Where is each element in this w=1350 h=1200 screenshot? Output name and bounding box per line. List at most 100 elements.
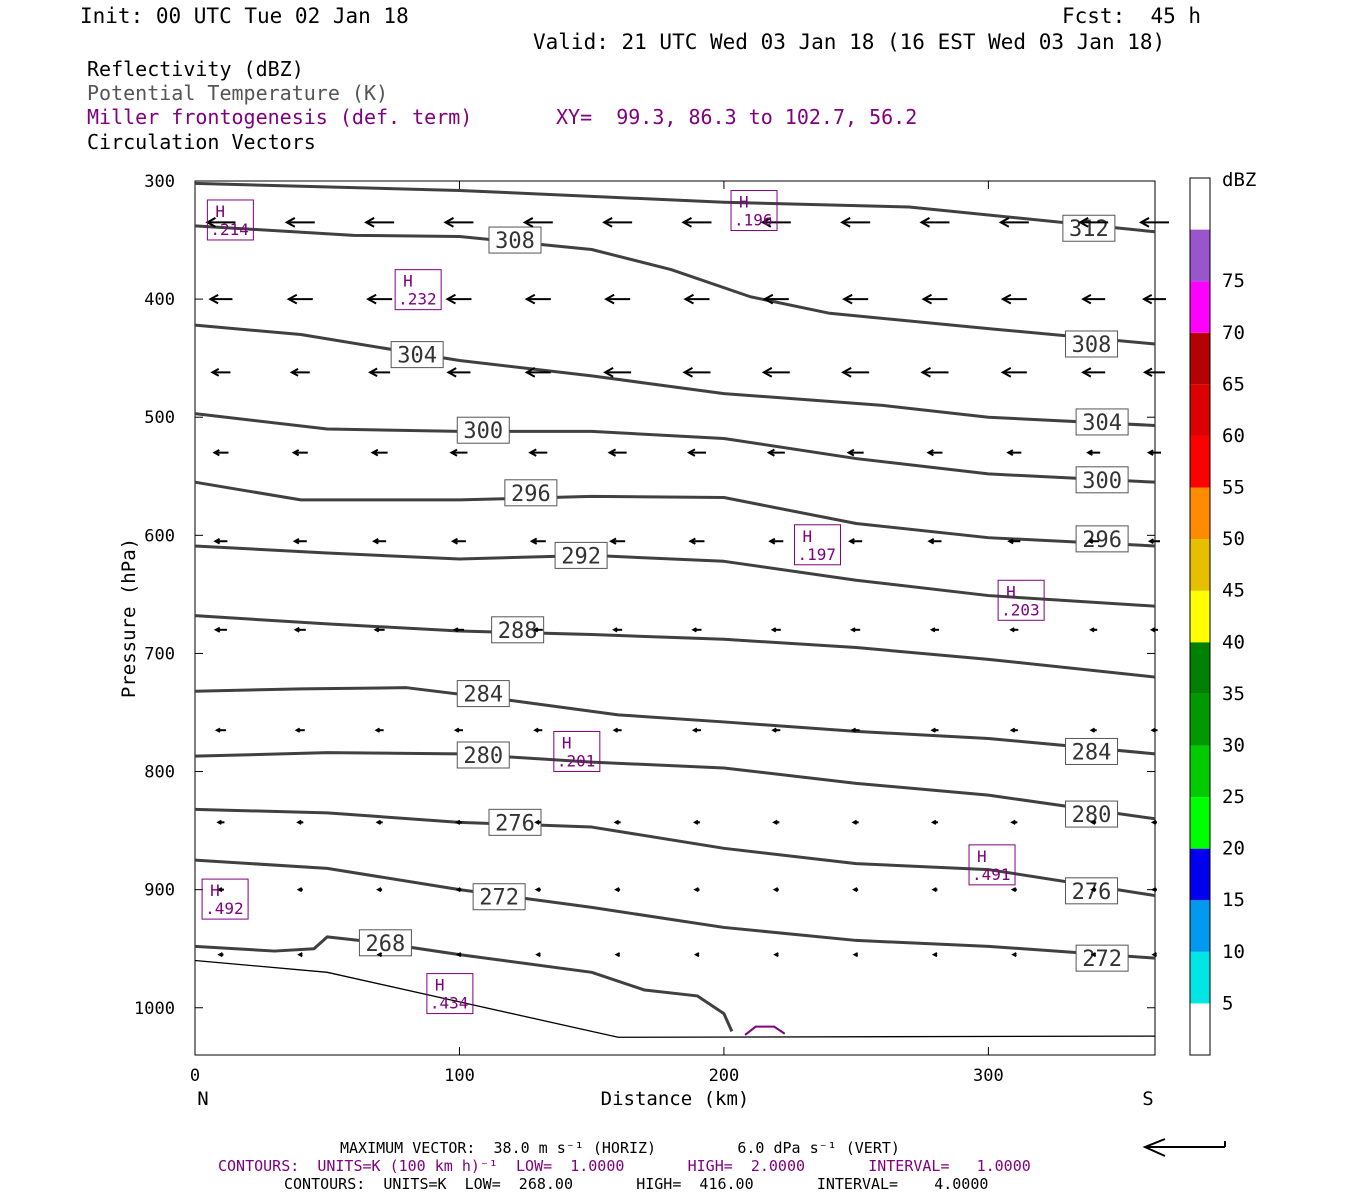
circulation-vector-head — [289, 367, 299, 377]
frontogenesis-max-box — [201, 878, 249, 920]
circulation-vector-head — [929, 627, 936, 633]
theta-label-box — [504, 479, 558, 507]
circulation-vector-head — [1007, 538, 1014, 545]
colorbar-tick-label: 35 — [1222, 683, 1245, 705]
circulation-vector-head — [771, 727, 777, 733]
theta-contour-292 — [194, 544, 1156, 608]
theta-label: 292 — [561, 544, 601, 569]
frontogenesis-max-label: H — [1006, 582, 1016, 601]
theta-label-box — [1075, 466, 1129, 494]
circulation-vector-head — [214, 727, 221, 733]
y-tick-label: 500 — [144, 408, 175, 428]
legend-theta: Potential Temperature (K) — [87, 81, 389, 105]
theta-contour-284 — [194, 686, 1156, 756]
circulation-vector-head — [766, 448, 775, 457]
frontogenesis-max-value: .196 — [734, 211, 773, 230]
circulation-vector-head — [613, 819, 620, 825]
circulation-vector-head — [212, 449, 220, 457]
circulation-vector-head — [291, 449, 300, 457]
theta-contour-280 — [194, 751, 1156, 821]
theta-label-box — [488, 808, 542, 836]
circulation-vector-head — [533, 727, 539, 733]
y-tick-label: 900 — [144, 881, 175, 901]
theta-contour-304 — [194, 323, 1156, 427]
theta-label-box — [456, 680, 510, 708]
circulation-vector-head — [927, 538, 935, 545]
circulation-vector-head — [296, 819, 302, 825]
colorbar-tick-label: 65 — [1222, 373, 1245, 395]
circulation-vector-head — [213, 538, 221, 545]
circulation-vector-head — [693, 887, 699, 893]
colorbar-segment — [1190, 487, 1210, 540]
circulation-vector-head — [210, 367, 220, 377]
theta-label-box — [1062, 214, 1116, 242]
circulation-vector-head — [768, 537, 776, 545]
colorbar-tick-label: 75 — [1222, 270, 1245, 292]
frontogenesis-max-label: H — [802, 527, 812, 546]
theta-label: 284 — [463, 683, 503, 708]
frontogenesis-max-value: .232 — [398, 290, 437, 309]
circulation-vector-head — [208, 293, 219, 305]
circulation-vector-head — [612, 627, 618, 633]
circulation-vector-head — [920, 367, 931, 378]
circulation-vector-head — [693, 952, 700, 958]
circulation-vector-head — [760, 217, 772, 228]
circulation-vector-head — [604, 293, 615, 305]
circulation-vector-head — [445, 293, 456, 305]
circulation-vector-head — [851, 819, 858, 825]
circulation-vector-head — [686, 448, 696, 457]
theta-contour-300 — [194, 412, 1156, 484]
theta-label: 308 — [1072, 333, 1112, 358]
colorbar-segment — [1190, 229, 1210, 282]
frontogenesis-max-label: H — [739, 193, 749, 212]
circulation-vector-head — [213, 626, 221, 633]
circulation-vector-head — [524, 293, 536, 305]
circulation-vector-head — [772, 819, 778, 825]
circulation-vector-head — [614, 952, 621, 958]
legend-reflectivity: Reflectivity (dBZ) — [87, 57, 304, 81]
colorbar-segment — [1190, 590, 1210, 643]
colorbar-segment — [1190, 693, 1210, 746]
theta-label-box — [1075, 944, 1129, 972]
circulation-vector-head — [522, 217, 534, 228]
circulation-vector-head — [840, 217, 851, 228]
circulation-vector-head — [842, 293, 853, 305]
frontogenesis-max-value: .434 — [430, 994, 469, 1013]
frontogenesis-max-label: H — [977, 847, 987, 866]
circulation-vector-head — [607, 448, 617, 457]
circulation-vector-head — [761, 367, 773, 378]
x-tick-label: 300 — [973, 1066, 1004, 1086]
theta-label: 312 — [1069, 217, 1109, 242]
max-vector-info: MAXIMUM VECTOR: 38.0 m s⁻¹ (HORIZ) 6.0 d… — [340, 1139, 900, 1157]
circulation-vector-head — [1149, 627, 1156, 633]
circulation-vector-head — [454, 819, 461, 825]
frontogenesis-max-value: .491 — [972, 865, 1011, 884]
x-end-label-left: N — [197, 1088, 208, 1110]
circulation-vector-head — [1089, 627, 1095, 633]
colorbar-tick-label: 70 — [1222, 322, 1245, 344]
frontogenesis-max-value: .197 — [797, 545, 836, 564]
theta-label: 284 — [1072, 740, 1112, 765]
circulation-vector-head — [1006, 449, 1014, 457]
colorbar-title: dBZ — [1222, 169, 1256, 191]
circulation-vector-head — [852, 887, 858, 893]
colorbar-tick-label: 50 — [1222, 528, 1245, 550]
circulation-vector-head — [1078, 217, 1089, 228]
colorbar-tick-label: 5 — [1222, 992, 1233, 1014]
theta-contour-268 — [194, 935, 734, 1032]
circulation-vector-head — [852, 952, 859, 958]
frontogenesis-max-value: .492 — [205, 899, 244, 918]
circulation-vector-head — [692, 819, 699, 825]
circulation-vector-head — [376, 952, 383, 958]
y-tick-label: 1000 — [134, 999, 175, 1019]
circulation-vector-head — [375, 819, 382, 825]
theta-label-box — [456, 741, 510, 769]
circulation-vector-head — [681, 217, 692, 228]
frontogenesis-max-label: H — [215, 202, 225, 221]
circulation-vector-head — [286, 293, 298, 305]
circulation-vector-head — [284, 217, 296, 228]
circulation-vector-head — [1141, 293, 1153, 305]
circulation-vector-head — [532, 627, 539, 633]
circulation-vector-head — [524, 367, 536, 378]
theta-label-box — [456, 416, 510, 444]
